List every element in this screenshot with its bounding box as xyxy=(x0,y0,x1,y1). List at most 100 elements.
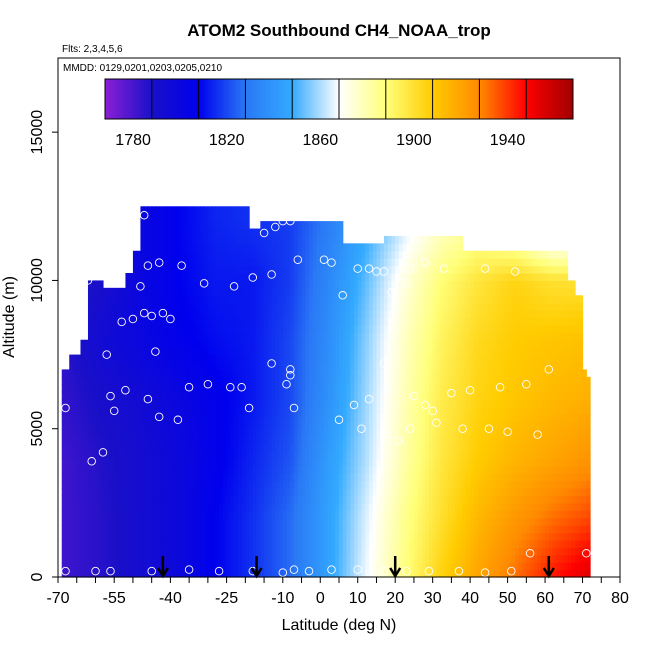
field-cell xyxy=(275,376,280,385)
field-cell xyxy=(65,502,70,511)
field-cell xyxy=(309,332,314,341)
field-cell xyxy=(114,562,119,571)
field-cell xyxy=(451,428,456,437)
field-cell xyxy=(380,280,385,289)
field-cell xyxy=(425,525,430,534)
field-cell xyxy=(305,569,310,578)
field-cell xyxy=(174,302,179,311)
field-cell xyxy=(297,443,303,452)
field-cell xyxy=(234,547,239,556)
field-cell xyxy=(387,554,393,563)
field-cell xyxy=(91,421,97,430)
field-cell xyxy=(196,317,201,326)
field-cell xyxy=(61,510,67,519)
field-cell xyxy=(279,562,284,571)
field-cell xyxy=(196,235,201,244)
field-cell xyxy=(368,302,374,311)
field-cell xyxy=(196,428,201,437)
field-cell xyxy=(65,517,70,526)
field-cell xyxy=(309,517,314,526)
field-cell xyxy=(106,450,112,459)
field-cell xyxy=(159,510,164,519)
field-cell xyxy=(462,532,467,541)
field-cell xyxy=(458,295,464,304)
field-cell xyxy=(166,384,171,393)
field-cell xyxy=(372,495,378,504)
field-cell xyxy=(398,436,404,445)
field-cell xyxy=(264,450,269,459)
field-cell xyxy=(87,436,93,445)
field-cell xyxy=(196,347,201,356)
field-cell xyxy=(372,339,378,348)
field-cell xyxy=(466,317,471,326)
field-cell xyxy=(69,354,74,363)
field-cell xyxy=(275,458,280,467)
field-cell xyxy=(413,287,419,296)
field-cell xyxy=(204,384,209,393)
field-cell xyxy=(189,443,194,452)
field-cell xyxy=(335,273,340,282)
field-cell xyxy=(237,473,243,482)
field-cell xyxy=(256,391,261,400)
field-cell xyxy=(207,258,213,267)
field-cell xyxy=(260,332,265,341)
field-cell xyxy=(342,354,348,363)
field-cell xyxy=(147,495,153,504)
field-cell xyxy=(102,317,108,326)
field-cell xyxy=(189,406,194,415)
field-cell xyxy=(425,443,430,452)
field-cell xyxy=(290,458,295,467)
field-cell xyxy=(99,421,104,430)
field-cell xyxy=(425,539,430,548)
field-cell xyxy=(95,317,100,326)
field-cell xyxy=(166,480,171,489)
field-cell xyxy=(282,450,288,459)
field-cell xyxy=(200,428,205,437)
field-cell xyxy=(279,347,284,356)
field-cell xyxy=(230,228,235,237)
field-cell xyxy=(260,273,265,282)
field-cell xyxy=(102,391,108,400)
field-cell xyxy=(361,480,366,489)
field-cell xyxy=(192,310,198,319)
field-cell xyxy=(114,473,119,482)
field-cell xyxy=(204,361,209,370)
field-cell xyxy=(436,547,441,556)
field-cell xyxy=(136,554,142,563)
field-cell xyxy=(346,488,351,497)
field-cell xyxy=(200,258,205,267)
field-cell xyxy=(301,265,306,274)
field-cell xyxy=(470,465,475,474)
field-cell xyxy=(357,243,363,252)
field-cell xyxy=(162,436,168,445)
field-cell xyxy=(271,265,276,274)
field-cell xyxy=(260,465,265,474)
field-cell xyxy=(443,532,449,541)
field-cell xyxy=(440,243,445,252)
field-cell xyxy=(181,517,186,526)
field-cell xyxy=(200,376,205,385)
field-cell xyxy=(395,235,400,244)
field-cell xyxy=(144,413,149,422)
field-cell xyxy=(290,399,295,408)
field-cell xyxy=(320,488,325,497)
field-cell xyxy=(413,273,419,282)
field-cell xyxy=(451,421,456,430)
field-cell xyxy=(80,428,85,437)
field-cell xyxy=(245,206,250,215)
field-cell xyxy=(466,399,471,408)
field-cell xyxy=(91,569,97,578)
field-cell xyxy=(87,525,93,534)
field-cell xyxy=(436,480,441,489)
field-cell xyxy=(297,436,303,445)
field-cell xyxy=(451,488,456,497)
field-cell xyxy=(159,502,164,511)
field-cell xyxy=(421,510,426,519)
field-cell xyxy=(129,324,134,333)
field-cell xyxy=(196,480,201,489)
field-cell xyxy=(181,339,186,348)
field-cell xyxy=(324,361,329,370)
field-cell xyxy=(264,273,269,282)
field-cell xyxy=(147,213,153,222)
field-cell xyxy=(144,221,149,230)
